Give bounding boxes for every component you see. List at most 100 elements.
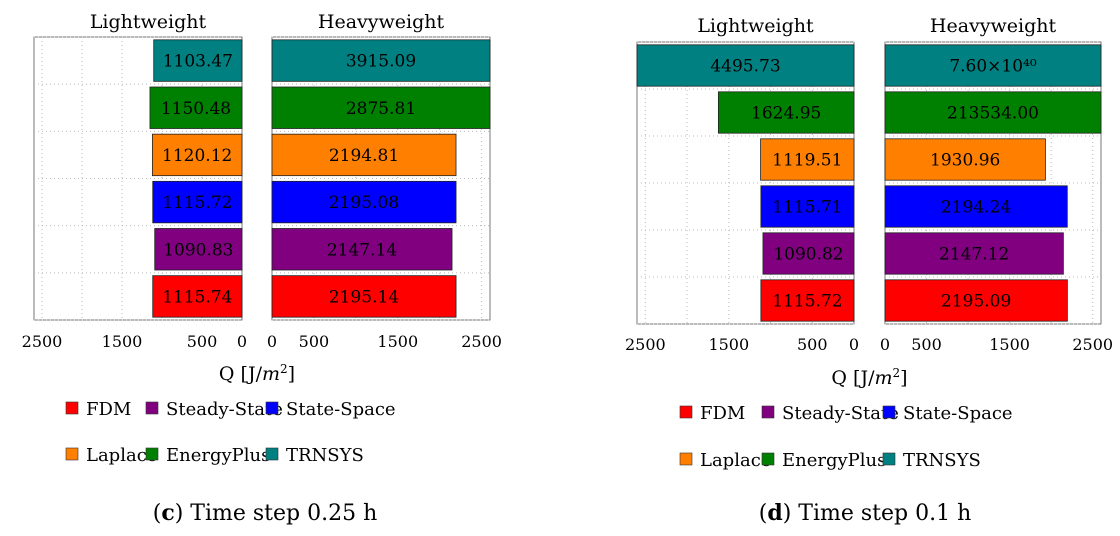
bar-heavyweight-fdm	[271, 275, 457, 318]
caption-text: Time step 0.1 h	[798, 501, 972, 526]
bar-lightweight-laplace	[760, 138, 855, 181]
panel-title-heavyweight: Heavyweight	[318, 11, 445, 33]
tick-label: 500	[187, 332, 218, 351]
x-axis-label: Q [J/m2]	[831, 366, 907, 389]
data-label-lightweight-laplace: 1120.12	[162, 146, 232, 166]
tick-label: 1500	[989, 335, 1030, 354]
bar-lightweight-state-space	[760, 185, 855, 228]
bar-lightweight-steady-state	[762, 232, 855, 275]
bar-heavyweight-energyplus	[884, 91, 1102, 134]
tick-label: 1500	[102, 332, 143, 351]
tick-label: 1500	[377, 332, 418, 351]
legend-label-steady-state: Steady-State	[166, 399, 283, 420]
tick-label: 0	[849, 335, 859, 354]
data-label-heavyweight-trnsys: 7.60×10⁴⁰	[949, 57, 1037, 77]
legend-label-trnsys: TRNSYS	[903, 450, 981, 471]
data-label-heavyweight-laplace: 2194.81	[329, 146, 399, 166]
panel-title-lightweight: Lightweight	[90, 11, 207, 33]
tick-label: 500	[797, 335, 828, 354]
bar-lightweight-laplace	[151, 133, 243, 177]
bar-heavyweight-state-space	[271, 180, 457, 224]
tick-label: 500	[299, 332, 330, 351]
tick-label: 0	[237, 332, 247, 351]
bar-lightweight-energyplus	[149, 86, 243, 129]
caption-c: (c) Time step 0.25 h	[152, 500, 378, 526]
legend-label-state-space: State-Space	[286, 399, 396, 420]
data-label-heavyweight-state-space: 2195.08	[329, 193, 399, 213]
bar-heavyweight-fdm	[884, 279, 1068, 322]
legend-swatch-steady-state	[761, 405, 775, 419]
legend-swatch-trnsys	[882, 452, 896, 466]
data-label-lightweight-state-space: 1115.72	[162, 193, 232, 213]
data-label-lightweight-trnsys: 4495.73	[710, 57, 780, 77]
legend-swatch-fdm	[679, 405, 693, 419]
bar-heavyweight-trnsys	[884, 44, 1102, 87]
data-label-heavyweight-steady-state: 2147.14	[327, 240, 397, 260]
caption-d: (d) Time step 0.1 h	[758, 500, 972, 526]
tick-label: 0	[267, 332, 277, 351]
legend-label-steady-state: Steady-State	[782, 403, 899, 424]
data-label-lightweight-steady-state: 1090.82	[773, 245, 843, 265]
data-label-heavyweight-laplace: 1930.96	[930, 151, 1000, 171]
legend-swatch-laplace	[65, 447, 79, 461]
bar-lightweight-trnsys	[153, 39, 243, 82]
tick-label: 500	[911, 335, 942, 354]
panel-title-heavyweight: Heavyweight	[930, 15, 1057, 37]
bar-heavyweight-laplace	[271, 133, 457, 177]
bar-lightweight-fdm	[152, 275, 243, 318]
data-label-heavyweight-fdm: 2195.14	[329, 287, 399, 307]
legend-swatch-trnsys	[265, 447, 279, 461]
data-label-lightweight-energyplus: 1150.48	[161, 99, 231, 119]
legend-swatch-steady-state	[145, 401, 159, 415]
bar-heavyweight-steady-state	[884, 232, 1064, 275]
data-label-lightweight-trnsys: 1103.47	[163, 52, 233, 72]
chart-panel-d: 4495.73 7.60×10⁴⁰ 1624.95 213534.00 1119.51 1…	[625, 15, 1113, 471]
bar-heavyweight-state-space	[884, 185, 1068, 228]
data-label-heavyweight-energyplus: 2875.81	[346, 99, 416, 119]
legend-swatch-state-space	[265, 401, 279, 415]
legend-label-energyplus: EnergyPlus	[166, 445, 270, 466]
data-label-heavyweight-state-space: 2194.24	[941, 198, 1011, 218]
data-label-lightweight-state-space: 1115.71	[772, 198, 842, 218]
legend-label-fdm: FDM	[86, 399, 131, 420]
legend-label-energyplus: EnergyPlus	[782, 450, 886, 471]
legend-swatch-energyplus	[761, 452, 775, 466]
x-axis-label: Q [J/m2]	[219, 362, 295, 385]
bar-heavyweight-trnsys	[271, 39, 491, 82]
legend-label-laplace: Laplace	[700, 450, 771, 471]
data-label-lightweight-steady-state: 1090.83	[163, 240, 233, 260]
tick-label: 2500	[625, 335, 666, 354]
tick-label: 1500	[708, 335, 749, 354]
legend-swatch-state-space	[882, 405, 896, 419]
legend-swatch-fdm	[65, 401, 79, 415]
tick-label: 2500	[22, 332, 63, 351]
legend-label-state-space: State-Space	[903, 403, 1013, 424]
bar-lightweight-trnsys	[636, 44, 855, 87]
data-label-heavyweight-energyplus: 213534.00	[947, 104, 1039, 124]
data-label-lightweight-fdm: 1115.74	[162, 287, 232, 307]
bar-lightweight-state-space	[152, 180, 243, 224]
bar-heavyweight-laplace	[884, 138, 1046, 181]
chart-panel-c: 1103.47 3915.09 1150.48 2875.81 1120.12 2194.…	[22, 11, 502, 466]
legend-label-fdm: FDM	[700, 403, 745, 424]
legend-label-trnsys: TRNSYS	[286, 445, 364, 466]
caption-text: Time step 0.25 h	[190, 501, 378, 526]
panel-title-lightweight: Lightweight	[697, 15, 814, 37]
data-label-heavyweight-fdm: 2195.09	[941, 292, 1011, 312]
legend-label-laplace: Laplace	[86, 445, 157, 466]
bar-lightweight-energyplus	[717, 91, 855, 134]
bar-lightweight-fdm	[760, 279, 855, 322]
data-label-heavyweight-trnsys: 3915.09	[346, 52, 416, 72]
data-label-lightweight-energyplus: 1624.95	[751, 104, 821, 124]
data-label-heavyweight-steady-state: 2147.12	[939, 245, 1009, 265]
tick-label: 0	[880, 335, 890, 354]
data-label-lightweight-laplace: 1119.51	[772, 151, 842, 171]
caption-letter: c	[161, 500, 175, 526]
data-label-lightweight-fdm: 1115.72	[772, 292, 842, 312]
tick-label: 2500	[1072, 335, 1113, 354]
tick-label: 2500	[461, 332, 502, 351]
legend-swatch-laplace	[679, 452, 693, 466]
bar-heavyweight-energyplus	[271, 86, 491, 129]
caption-letter: d	[767, 500, 783, 526]
